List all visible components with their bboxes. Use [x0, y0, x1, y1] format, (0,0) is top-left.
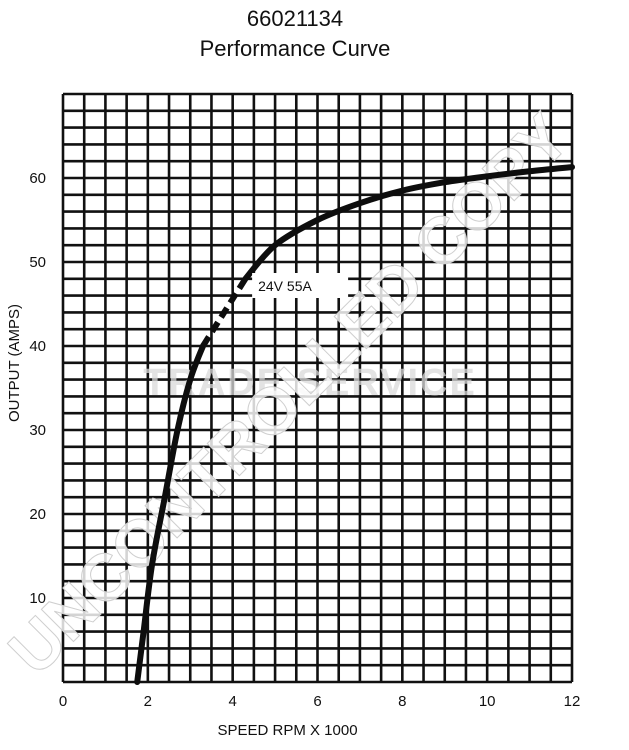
watermark-layer: TRADE SERVICE UNCONTROLLED COPY	[0, 99, 584, 689]
curve-label: 24V 55A	[258, 278, 312, 294]
curve-segment-dashed	[200, 277, 248, 348]
x-tick-label: 10	[479, 693, 496, 710]
y-axis-label: OUTPUT (AMPS)	[6, 304, 23, 422]
watermark-trade-service: TRADE SERVICE	[143, 362, 477, 404]
chart-title-subtitle: Performance Curve	[199, 36, 391, 61]
watermark-uncontrolled-copy: UNCONTROLLED COPY	[0, 99, 583, 688]
axes: SPEED RPM X 1000 OUTPUT (AMPS) 0 2 4 6 8 10 12…	[6, 170, 580, 739]
curve-segment-solid	[134, 343, 206, 685]
y-tick-label: 10	[29, 590, 46, 607]
x-tick-label: 0	[59, 693, 67, 710]
y-tick-label: 40	[29, 338, 46, 355]
curve-segment-solid	[242, 164, 575, 282]
x-tick-label: 6	[313, 693, 321, 710]
y-tick-label: 30	[29, 422, 46, 439]
y-tick-label: 20	[29, 506, 46, 523]
x-tick-label: 4	[228, 693, 236, 710]
curve-label-box	[252, 273, 349, 298]
x-tick-label: 12	[564, 693, 581, 710]
x-tick-label: 2	[144, 693, 152, 710]
x-tick-label: 8	[398, 693, 406, 710]
annotations: 24V 55A	[252, 273, 349, 298]
y-tick-label: 60	[29, 170, 46, 187]
x-axis-label: SPEED RPM X 1000	[217, 722, 357, 739]
chart-title: 66021134 Performance Curve	[0, 4, 590, 64]
series-24v-55a	[134, 164, 575, 685]
y-tick-label: 50	[29, 254, 46, 271]
chart-title-part-number: 66021134	[246, 6, 344, 31]
